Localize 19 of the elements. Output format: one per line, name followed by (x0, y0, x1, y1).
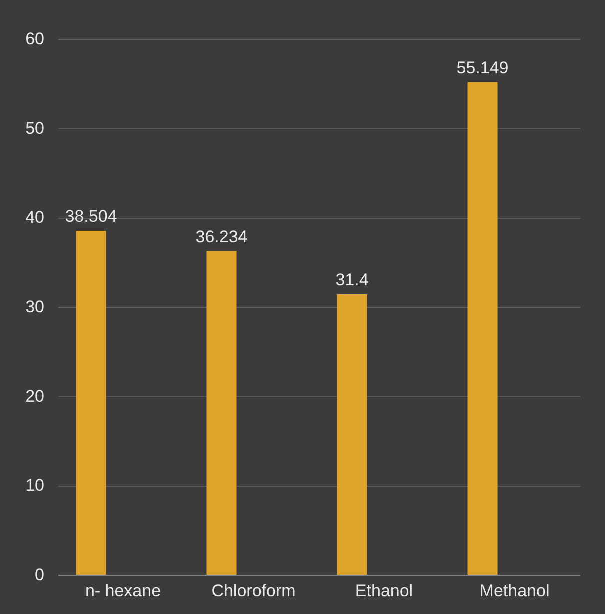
y-tick-label: 0 (35, 566, 44, 584)
y-tick-label: 10 (26, 476, 44, 496)
data-label: 31.4 (336, 270, 369, 290)
data-label: 55.149 (456, 58, 509, 78)
bar (206, 251, 237, 575)
data-label: 38.504 (65, 207, 118, 226)
bar (76, 231, 106, 575)
y-tick-label: 60 (26, 30, 44, 48)
x-tick-label: Ethanol (355, 582, 414, 600)
y-tick-label: 20 (26, 386, 44, 406)
x-tick-label: Chloroform (212, 582, 296, 600)
y-tick-label: 40 (26, 208, 44, 228)
x-tick-label: Methanol (480, 582, 550, 600)
bar (468, 82, 498, 575)
x-tick-label: n- hexane (85, 582, 162, 600)
y-tick-label: 30 (26, 298, 44, 316)
bar (337, 294, 368, 575)
y-tick-label: 50 (26, 118, 44, 138)
data-label: 36.234 (196, 227, 248, 246)
